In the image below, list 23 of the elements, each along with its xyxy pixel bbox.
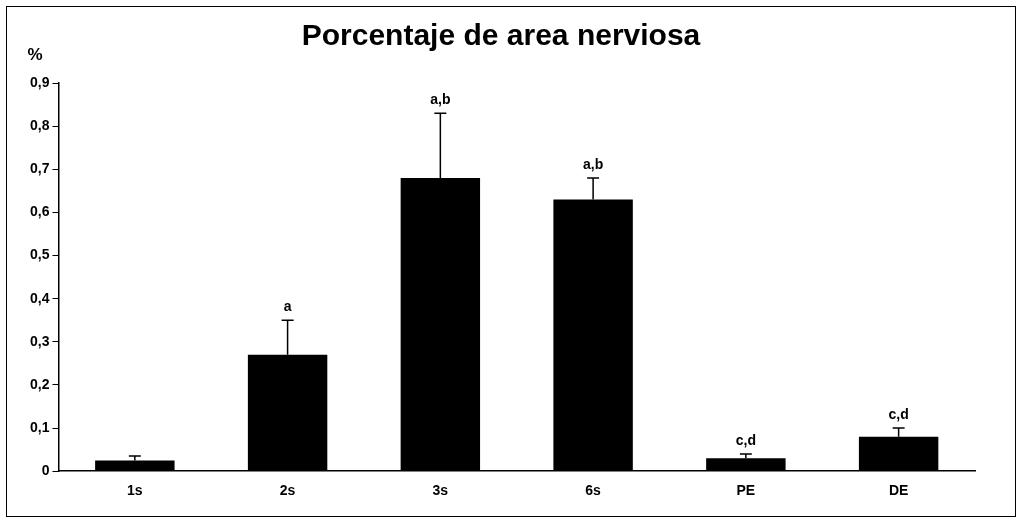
annotation: c,d: [735, 431, 756, 448]
annotation: c,d: [888, 405, 909, 422]
y-tick-label: 0,1: [29, 418, 50, 435]
y-tick-label: 0,8: [29, 116, 50, 133]
x-tick-label: 2s: [279, 482, 296, 499]
x-tick-label: PE: [736, 482, 756, 499]
x-tick-label: DE: [888, 482, 909, 499]
y-tick-label: 0,5: [29, 246, 50, 263]
y-tick-label: 0,4: [29, 289, 50, 306]
y-axis-title: %: [27, 44, 43, 64]
y-tick-label: 0,7: [29, 160, 50, 177]
annotation: a: [283, 298, 292, 315]
y-tick-label: 0,6: [29, 203, 50, 220]
x-tick-label: 6s: [585, 482, 602, 499]
y-tick-label: 0: [41, 462, 50, 479]
y-tick-label: 0,3: [29, 332, 50, 349]
x-tick-label: 1s: [127, 482, 143, 499]
annotation: a,b: [582, 155, 604, 172]
y-tick-label: 0,9: [29, 73, 50, 90]
annotation: a,b: [430, 91, 451, 108]
chart-title: Porcentaje de area nerviosa: [301, 18, 701, 52]
x-tick-label: 3s: [432, 482, 449, 499]
y-tick-label: 0,2: [29, 375, 50, 392]
